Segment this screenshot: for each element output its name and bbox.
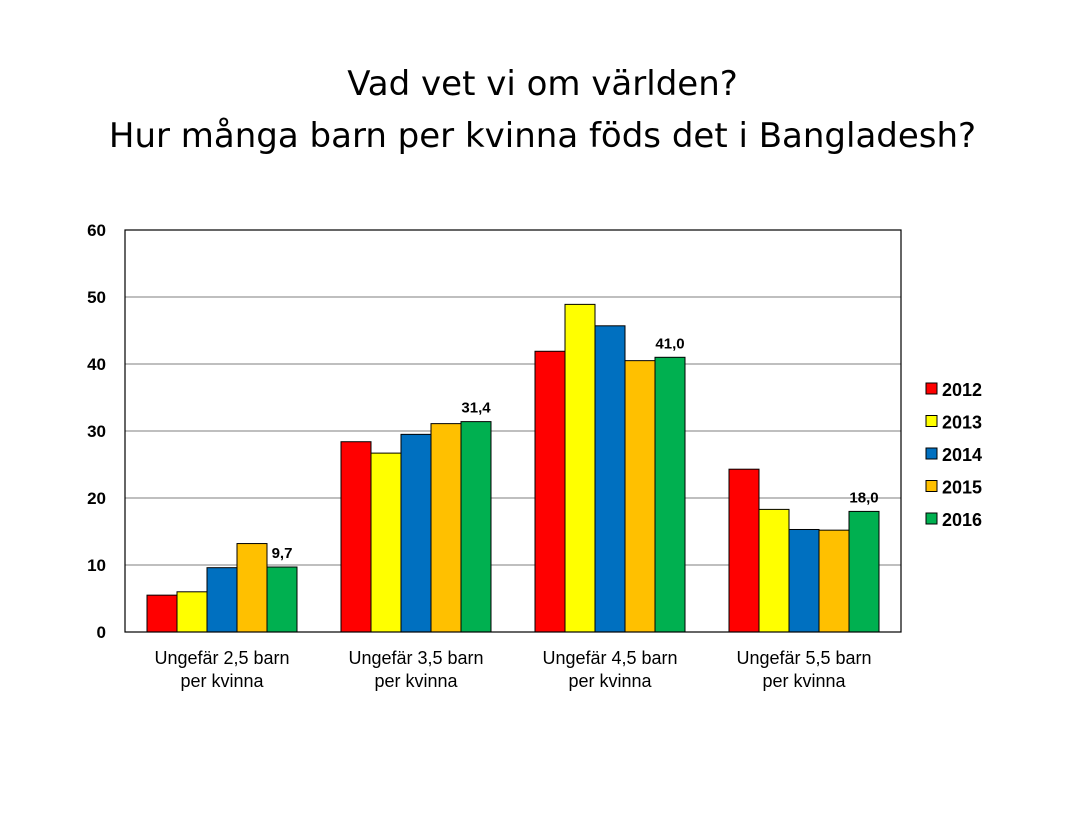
- legend-label: 2012: [942, 380, 982, 400]
- bar-2012: [340, 441, 372, 633]
- y-tick-label: 0: [97, 623, 106, 642]
- x-category-label: per kvinna: [180, 671, 264, 691]
- bar-2014: [400, 433, 432, 633]
- legend-swatch-2014: [925, 447, 938, 460]
- bar-2013: [176, 591, 208, 633]
- x-category-label: Ungefär 3,5 barn: [348, 648, 483, 668]
- legend-swatch-2015: [925, 480, 938, 492]
- bar-2015: [430, 423, 462, 633]
- chart-title-line-2: Hur många barn per kvinna föds det i Ban…: [108, 116, 977, 156]
- plot-area-border: [124, 229, 902, 633]
- bar-2015: [236, 543, 268, 633]
- data-label: 9,7: [272, 545, 293, 562]
- bar-2012: [728, 468, 760, 633]
- chart-title-line-1: Vad vet vi om världen?: [347, 64, 738, 104]
- y-tick-label: 60: [87, 221, 106, 240]
- legend-swatch-2012: [925, 382, 938, 395]
- y-tick-label: 50: [87, 288, 106, 307]
- x-category-label: per kvinna: [568, 671, 652, 691]
- x-category-label: per kvinna: [762, 671, 846, 691]
- bar-2013: [564, 303, 596, 633]
- legend-swatch-2013: [925, 415, 938, 427]
- bar-2014: [206, 567, 238, 633]
- x-category-label: Ungefär 2,5 barn: [154, 648, 289, 668]
- bar-2015: [624, 360, 656, 633]
- data-label: 41,0: [655, 335, 684, 352]
- bar-2013: [370, 452, 402, 633]
- x-category-label: per kvinna: [374, 671, 458, 691]
- bar-2015: [818, 529, 850, 633]
- legend-label: 2016: [942, 510, 982, 530]
- x-category-label: Ungefär 5,5 barn: [736, 648, 871, 668]
- chart-title: Vad vet vi om världen? Hur många barn pe…: [0, 58, 1085, 162]
- bar-2014: [594, 325, 626, 633]
- y-tick-label: 30: [87, 422, 106, 441]
- bar-2016: [460, 421, 492, 633]
- bar-2016: [848, 510, 880, 633]
- y-tick-label: 20: [87, 489, 106, 508]
- legend-label: 2013: [942, 413, 982, 433]
- bar-2016: [266, 566, 298, 633]
- legend-label: 2015: [942, 478, 982, 498]
- y-tick-label: 40: [87, 355, 106, 374]
- bar-2013: [758, 508, 790, 633]
- bar-2012: [534, 350, 566, 633]
- legend-swatch-2016: [925, 512, 938, 525]
- data-label: 18,0: [849, 489, 878, 506]
- bar-2014: [788, 528, 820, 633]
- legend-label: 2014: [942, 445, 982, 465]
- bar-2016: [654, 356, 686, 633]
- bar-2012: [146, 594, 178, 633]
- x-category-label: Ungefär 4,5 barn: [542, 648, 677, 668]
- data-label: 31,4: [461, 400, 491, 417]
- y-tick-label: 10: [87, 556, 106, 575]
